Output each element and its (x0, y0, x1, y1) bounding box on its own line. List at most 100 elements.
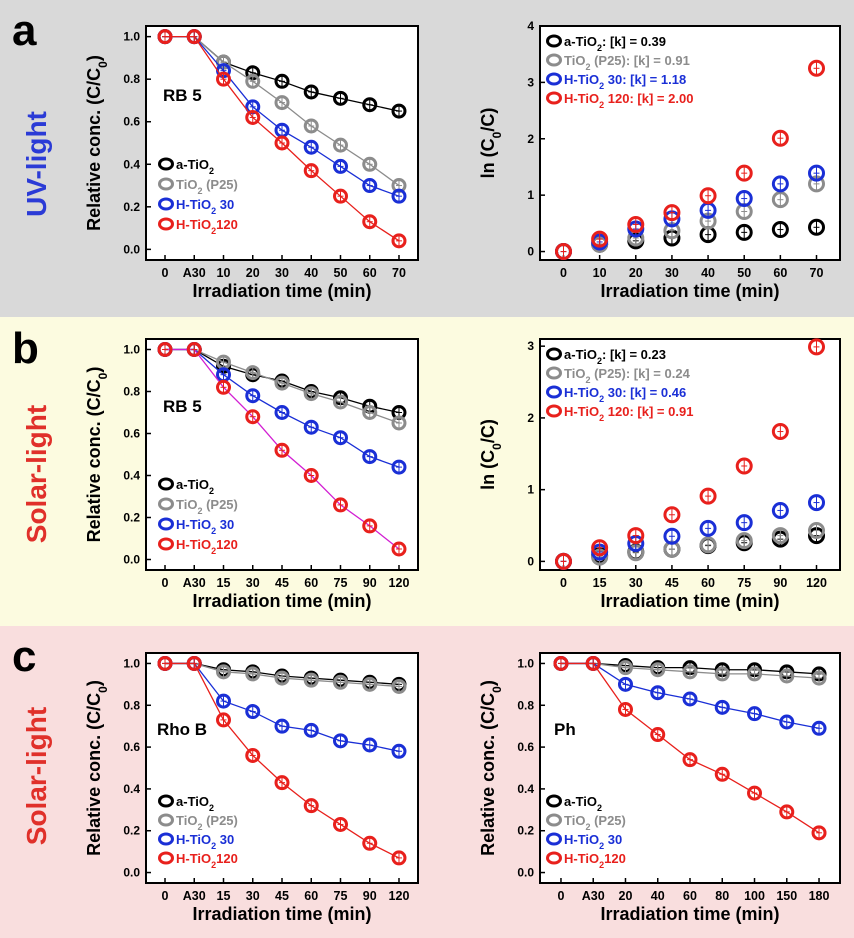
x-tick-label: 60 (683, 889, 697, 903)
legend-marker (158, 832, 174, 846)
legend-label: H-TiO2120 (176, 217, 238, 236)
legend-marker (546, 366, 562, 380)
x-tick-label: 0 (162, 266, 169, 280)
legend-label: a-TiO2 (176, 794, 214, 813)
x-tick-label: 30 (629, 576, 643, 590)
legend-marker (546, 404, 562, 418)
y-tick-label: 0 (527, 245, 534, 259)
x-axis-label: Irradiation time (min) (600, 591, 779, 611)
y-tick-label: 0.6 (123, 427, 140, 441)
y-axis-label: Relative conc. (C/C0) (84, 680, 110, 856)
legend-label: H-TiO2 30 (176, 197, 234, 216)
legend-marker (546, 813, 562, 827)
x-tick-label: 20 (629, 266, 643, 280)
x-tick-label: 30 (275, 266, 289, 280)
y-tick-label: 0.0 (517, 866, 534, 880)
x-tick-label: 90 (773, 576, 787, 590)
legend-marker (546, 794, 562, 808)
x-tick-label: 70 (810, 266, 824, 280)
legend-marker (546, 72, 562, 86)
plot-frame (539, 338, 841, 571)
x-tick-label: 15 (217, 889, 231, 903)
x-tick-label: 15 (217, 576, 231, 590)
x-axis-label: Irradiation time (min) (192, 591, 371, 611)
legend-marker (158, 537, 174, 551)
x-tick-label: 40 (304, 266, 318, 280)
x-axis-label: Irradiation time (min) (600, 904, 779, 924)
y-tick-label: 0 (527, 554, 534, 568)
x-tick-label: 75 (334, 576, 348, 590)
legend-label: TiO2 (P25) (564, 813, 626, 832)
x-tick-label: 0 (557, 889, 564, 903)
x-tick-label: 180 (809, 889, 830, 903)
y-tick-label: 0.4 (123, 469, 140, 483)
y-tick-label: 3 (527, 339, 534, 353)
legend-marker (158, 517, 174, 531)
y-tick-label: 0.2 (517, 824, 534, 838)
x-tick-label: 50 (334, 266, 348, 280)
x-tick-label: 20 (619, 889, 633, 903)
y-tick-label: 2 (527, 411, 534, 425)
y-axis-label: Relative conc. (C/C0) (84, 367, 110, 543)
x-tick-label: 0 (162, 889, 169, 903)
y-tick-label: 2 (527, 132, 534, 146)
legend-marker (158, 177, 174, 191)
legend-marker (546, 832, 562, 846)
x-tick-label: 120 (806, 576, 827, 590)
legend-label: a-TiO2: [k] = 0.23 (564, 347, 666, 366)
y-axis-label: Relative conc. (C/C0) (478, 680, 504, 856)
x-tick-label: 10 (593, 266, 607, 280)
legend-label: TiO2 (P25) (176, 177, 238, 196)
legend-marker (158, 794, 174, 808)
legend-marker (546, 34, 562, 48)
y-tick-label: 0.8 (123, 72, 140, 86)
x-tick-label: 150 (776, 889, 797, 903)
legend-label: H-TiO2 120: [k] = 2.00 (564, 91, 693, 110)
legend-label: a-TiO2 (176, 157, 214, 176)
x-tick-label: 45 (275, 576, 289, 590)
y-tick-label: 0.8 (517, 698, 534, 712)
y-tick-label: 1.0 (123, 30, 140, 44)
x-tick-label: 45 (275, 889, 289, 903)
series-3 (157, 29, 407, 249)
panel-letter-a: a (12, 6, 37, 55)
x-tick-label: 30 (246, 576, 260, 590)
chart-annotation: RB 5 (163, 86, 202, 105)
legend-label: H-TiO2 30: [k] = 0.46 (564, 385, 686, 404)
legend-label: H-TiO2120 (564, 851, 626, 870)
plot-frame (539, 25, 841, 261)
legend-marker (546, 347, 562, 361)
y-axis-label: Relative conc. (C/C0) (84, 55, 110, 231)
y-tick-label: 1.0 (123, 343, 140, 357)
x-tick-label: 90 (363, 576, 377, 590)
y-tick-label: 0.0 (123, 553, 140, 567)
legend-marker (546, 385, 562, 399)
x-tick-label: 120 (389, 889, 410, 903)
legend-label: H-TiO2120 (176, 537, 238, 556)
x-tick-label: 60 (701, 576, 715, 590)
y-tick-label: 1 (527, 188, 534, 202)
y-tick-label: 0.4 (123, 782, 140, 796)
x-tick-label: 100 (744, 889, 765, 903)
x-tick-label: 75 (334, 889, 348, 903)
legend-marker (546, 851, 562, 865)
legend-label: H-TiO2 30: [k] = 1.18 (564, 72, 686, 91)
series-3 (554, 338, 826, 570)
x-tick-label: 40 (651, 889, 665, 903)
x-tick-label: 60 (304, 576, 318, 590)
x-tick-label: A30 (183, 266, 206, 280)
legend-label: TiO2 (P25): [k] = 0.24 (564, 366, 691, 385)
x-tick-label: 90 (363, 889, 377, 903)
y-tick-label: 1.0 (123, 656, 140, 670)
y-tick-label: 0.6 (123, 740, 140, 754)
x-tick-label: 30 (665, 266, 679, 280)
legend-label: H-TiO2 30 (564, 832, 622, 851)
x-tick-label: 20 (246, 266, 260, 280)
